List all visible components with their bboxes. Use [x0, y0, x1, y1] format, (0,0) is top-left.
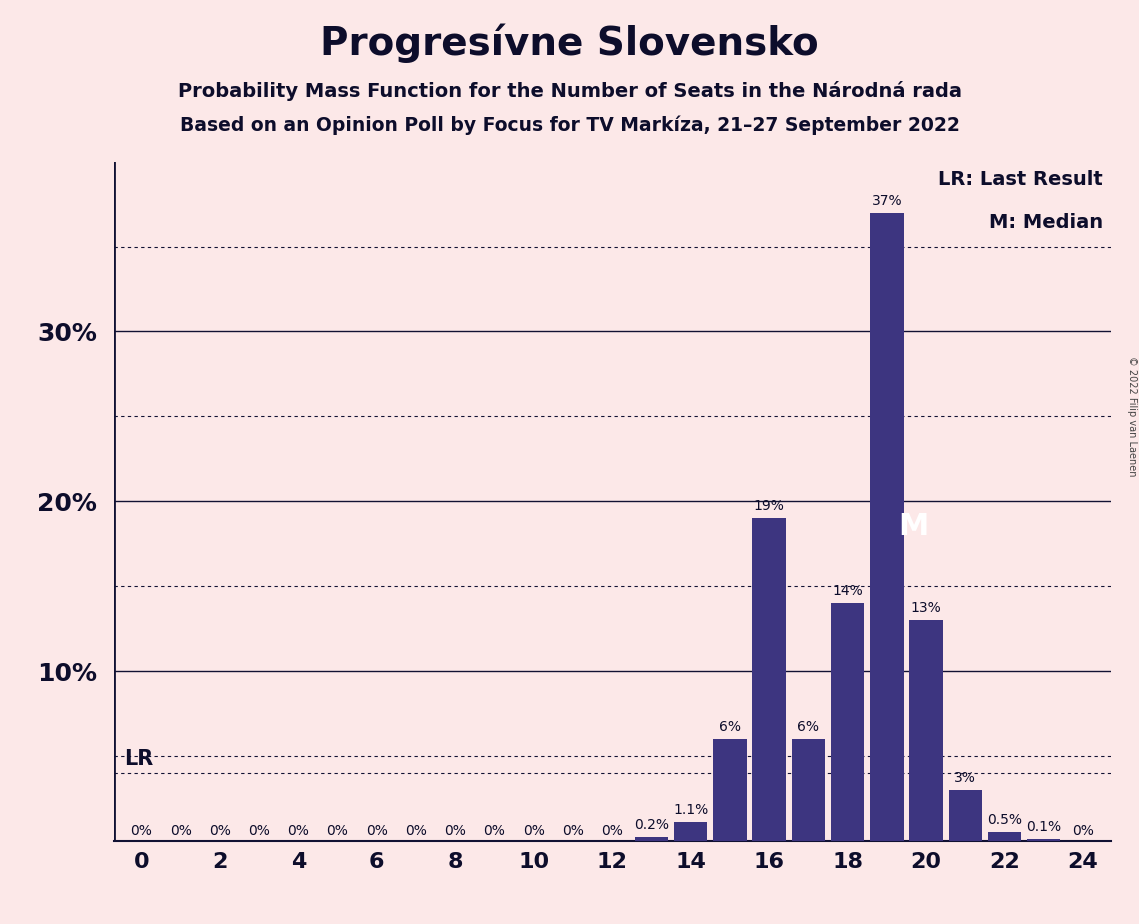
Bar: [753, 518, 786, 841]
Bar: [713, 739, 746, 841]
Text: LR: LR: [124, 748, 153, 769]
Text: Progresívne Slovensko: Progresívne Slovensko: [320, 23, 819, 63]
Text: M: M: [899, 512, 929, 541]
Text: 0%: 0%: [208, 824, 231, 838]
Text: 0.1%: 0.1%: [1026, 820, 1062, 834]
Bar: [634, 837, 669, 841]
Text: 0%: 0%: [601, 824, 623, 838]
Bar: [909, 620, 943, 841]
Text: 0%: 0%: [248, 824, 270, 838]
Text: 0%: 0%: [562, 824, 584, 838]
Text: 0.2%: 0.2%: [634, 819, 669, 833]
Bar: [792, 739, 825, 841]
Bar: [949, 790, 982, 841]
Bar: [674, 822, 707, 841]
Text: 13%: 13%: [911, 601, 942, 615]
Text: 0%: 0%: [287, 824, 310, 838]
Text: LR: Last Result: LR: Last Result: [937, 170, 1103, 189]
Text: 0%: 0%: [366, 824, 387, 838]
Text: 3%: 3%: [954, 771, 976, 784]
Text: 14%: 14%: [833, 584, 863, 598]
Text: 1.1%: 1.1%: [673, 803, 708, 817]
Text: Probability Mass Function for the Number of Seats in the Národná rada: Probability Mass Function for the Number…: [178, 81, 961, 102]
Text: M: Median: M: Median: [989, 213, 1103, 232]
Bar: [988, 833, 1022, 841]
Text: 0%: 0%: [170, 824, 191, 838]
Text: 6%: 6%: [797, 720, 819, 734]
Text: 0%: 0%: [1072, 824, 1093, 838]
Text: 19%: 19%: [754, 499, 785, 513]
Text: 37%: 37%: [871, 193, 902, 208]
Text: © 2022 Filip van Laenen: © 2022 Filip van Laenen: [1126, 356, 1137, 476]
Text: 0%: 0%: [327, 824, 349, 838]
Bar: [870, 213, 903, 841]
Text: 0.5%: 0.5%: [988, 813, 1022, 827]
Bar: [831, 603, 865, 841]
Text: 6%: 6%: [719, 720, 741, 734]
Text: 0%: 0%: [444, 824, 466, 838]
Bar: [1027, 839, 1060, 841]
Text: 0%: 0%: [131, 824, 153, 838]
Text: 0%: 0%: [523, 824, 544, 838]
Text: 0%: 0%: [405, 824, 427, 838]
Text: 0%: 0%: [484, 824, 506, 838]
Text: Based on an Opinion Poll by Focus for TV Markíza, 21–27 September 2022: Based on an Opinion Poll by Focus for TV…: [180, 116, 959, 135]
